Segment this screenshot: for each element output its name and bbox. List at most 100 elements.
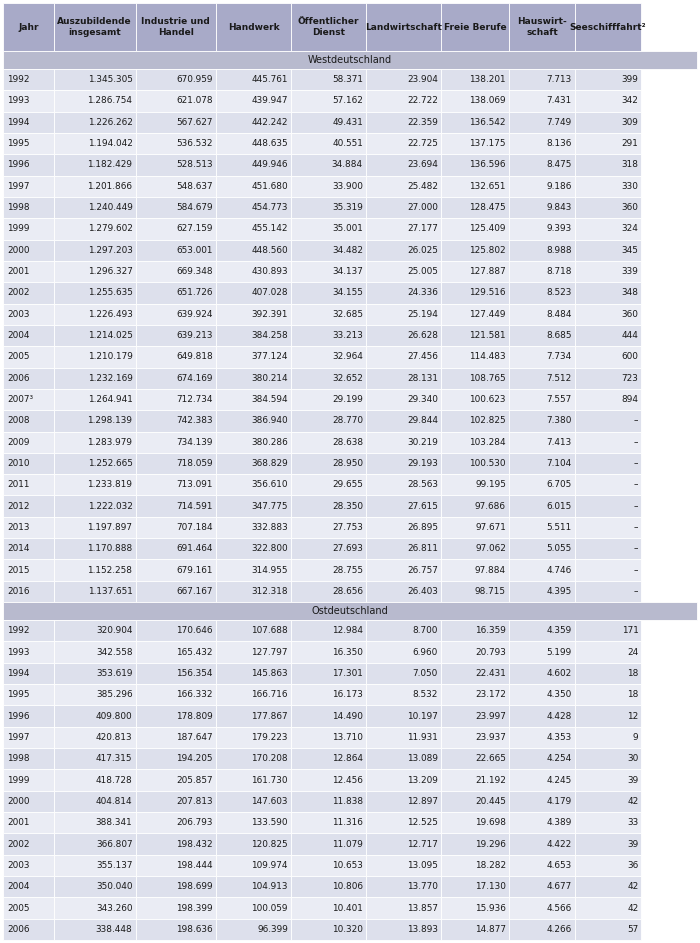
Text: 26.025: 26.025 xyxy=(407,246,438,255)
Text: 12.984: 12.984 xyxy=(332,626,363,636)
Text: 1996: 1996 xyxy=(7,712,29,720)
Text: 1.233.819: 1.233.819 xyxy=(88,480,132,489)
Bar xyxy=(509,3,575,51)
Bar xyxy=(54,111,136,133)
Bar xyxy=(366,389,441,410)
Text: 1.240.449: 1.240.449 xyxy=(88,203,132,212)
Bar xyxy=(366,175,441,197)
Bar xyxy=(291,346,366,368)
Text: 4.266: 4.266 xyxy=(547,925,572,934)
Text: 49.431: 49.431 xyxy=(332,118,363,126)
Text: 98.715: 98.715 xyxy=(475,587,506,596)
Bar xyxy=(54,834,136,854)
Bar xyxy=(3,559,54,581)
Bar xyxy=(441,155,509,175)
Text: 348: 348 xyxy=(622,289,638,297)
Bar xyxy=(441,368,509,389)
Bar xyxy=(54,218,136,240)
Bar xyxy=(509,876,575,898)
Text: 9: 9 xyxy=(633,733,638,742)
Text: 179.223: 179.223 xyxy=(251,733,288,742)
Text: 28.755: 28.755 xyxy=(332,566,363,574)
Text: 2002: 2002 xyxy=(7,839,29,849)
Text: 28.950: 28.950 xyxy=(332,459,363,468)
Text: 4.653: 4.653 xyxy=(547,861,572,869)
Text: 1995: 1995 xyxy=(7,140,29,148)
Text: 28.563: 28.563 xyxy=(407,480,438,489)
Text: 27.693: 27.693 xyxy=(332,544,363,554)
Bar xyxy=(3,641,54,663)
Text: Landwirtschaft: Landwirtschaft xyxy=(365,23,442,31)
Text: 621.078: 621.078 xyxy=(176,96,213,106)
Text: 2012: 2012 xyxy=(7,502,29,511)
Bar xyxy=(291,663,366,684)
Text: 2006: 2006 xyxy=(7,373,29,383)
Bar xyxy=(3,791,54,812)
Bar xyxy=(136,517,216,538)
Bar xyxy=(216,705,291,727)
Bar xyxy=(216,495,291,517)
Bar xyxy=(291,727,366,748)
Text: 32.685: 32.685 xyxy=(332,309,363,319)
Bar xyxy=(3,346,54,368)
Text: 342: 342 xyxy=(622,96,638,106)
Bar xyxy=(441,3,509,51)
Text: 24.336: 24.336 xyxy=(407,289,438,297)
Text: 26.403: 26.403 xyxy=(407,587,438,596)
Bar xyxy=(575,240,641,261)
Bar xyxy=(441,133,509,155)
Bar xyxy=(54,876,136,898)
Bar xyxy=(509,282,575,304)
Text: 2005: 2005 xyxy=(7,903,29,913)
Bar xyxy=(509,898,575,918)
Text: 1996: 1996 xyxy=(7,160,29,170)
Text: 34.884: 34.884 xyxy=(332,160,363,170)
Bar xyxy=(291,155,366,175)
Bar xyxy=(136,3,216,51)
Text: 4.428: 4.428 xyxy=(547,712,572,720)
Bar xyxy=(509,769,575,791)
Bar xyxy=(509,495,575,517)
Bar xyxy=(441,834,509,854)
Bar xyxy=(291,111,366,133)
Bar xyxy=(54,453,136,474)
Text: 27.456: 27.456 xyxy=(407,353,438,361)
Text: 100.059: 100.059 xyxy=(251,903,288,913)
Text: 26.757: 26.757 xyxy=(407,566,438,574)
Bar xyxy=(366,474,441,495)
Bar xyxy=(3,197,54,218)
Text: 137.175: 137.175 xyxy=(470,140,506,148)
Bar xyxy=(291,684,366,705)
Bar xyxy=(509,538,575,559)
Text: 1.232.169: 1.232.169 xyxy=(88,373,132,383)
Text: 714.591: 714.591 xyxy=(176,502,213,511)
Bar xyxy=(216,538,291,559)
Bar xyxy=(3,876,54,898)
Text: 32.964: 32.964 xyxy=(332,353,363,361)
Text: 2004: 2004 xyxy=(7,883,29,891)
Bar xyxy=(575,69,641,91)
Bar xyxy=(136,812,216,834)
Bar xyxy=(136,304,216,325)
Text: 42: 42 xyxy=(627,797,638,806)
Bar xyxy=(575,368,641,389)
Bar xyxy=(3,705,54,727)
Text: 125.802: 125.802 xyxy=(469,246,506,255)
Text: 6.960: 6.960 xyxy=(413,648,438,656)
Bar xyxy=(575,133,641,155)
Bar xyxy=(366,282,441,304)
Text: 8.136: 8.136 xyxy=(547,140,572,148)
Bar xyxy=(441,197,509,218)
Bar xyxy=(575,538,641,559)
Bar xyxy=(441,410,509,432)
Bar xyxy=(216,581,291,603)
Bar xyxy=(575,812,641,834)
Bar xyxy=(509,346,575,368)
Text: 12.525: 12.525 xyxy=(407,819,438,827)
Text: 12.717: 12.717 xyxy=(407,839,438,849)
Bar xyxy=(366,346,441,368)
Text: 4.254: 4.254 xyxy=(547,754,572,763)
Bar xyxy=(291,389,366,410)
Bar xyxy=(366,69,441,91)
Bar xyxy=(291,3,366,51)
